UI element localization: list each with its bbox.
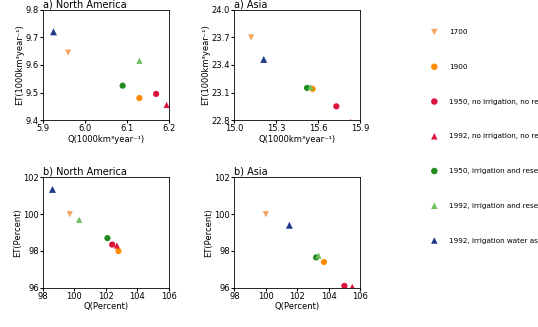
X-axis label: Q(1000km³year⁻¹): Q(1000km³year⁻¹) bbox=[259, 135, 336, 144]
Point bbox=[261, 212, 270, 217]
Point bbox=[259, 57, 268, 62]
Point bbox=[162, 102, 171, 108]
Text: 1992, no irrigation, no reservoirs: 1992, no irrigation, no reservoirs bbox=[449, 133, 538, 139]
Point bbox=[312, 255, 321, 260]
Text: 1950, irrigation and reservoirs: 1950, irrigation and reservoirs bbox=[449, 168, 538, 174]
X-axis label: Q(Percent): Q(Percent) bbox=[83, 302, 129, 311]
Point bbox=[108, 242, 116, 247]
Y-axis label: ET(1000km³year⁻¹): ET(1000km³year⁻¹) bbox=[15, 25, 24, 105]
Point bbox=[135, 95, 144, 101]
Point bbox=[306, 84, 315, 90]
Text: b) North America: b) North America bbox=[43, 167, 127, 177]
Point bbox=[49, 29, 58, 34]
X-axis label: Q(Percent): Q(Percent) bbox=[275, 302, 320, 311]
Point bbox=[332, 104, 341, 109]
Point bbox=[346, 119, 355, 125]
Point bbox=[340, 283, 349, 288]
Text: b) Asia: b) Asia bbox=[235, 167, 268, 177]
Point bbox=[348, 284, 357, 289]
Point bbox=[103, 235, 112, 241]
Point bbox=[303, 85, 312, 91]
Text: a) Asia: a) Asia bbox=[235, 0, 268, 9]
X-axis label: Q(1000km³year⁻¹): Q(1000km³year⁻¹) bbox=[67, 135, 144, 144]
Point bbox=[112, 243, 121, 248]
Y-axis label: ET(1000km³year⁻¹): ET(1000km³year⁻¹) bbox=[201, 25, 210, 105]
Point bbox=[48, 187, 57, 192]
Point bbox=[75, 217, 83, 222]
Point bbox=[308, 86, 317, 92]
Text: 1992, irrigation and reservoirs: 1992, irrigation and reservoirs bbox=[449, 203, 538, 209]
Point bbox=[314, 253, 323, 258]
Y-axis label: ET(Percent): ET(Percent) bbox=[13, 208, 22, 257]
Point bbox=[152, 91, 160, 96]
Point bbox=[135, 58, 144, 63]
Text: 1950, no irrigation, no reservoirs: 1950, no irrigation, no reservoirs bbox=[449, 98, 538, 105]
Text: 1700: 1700 bbox=[449, 29, 468, 35]
Point bbox=[114, 249, 123, 254]
Point bbox=[247, 35, 256, 40]
Point bbox=[66, 212, 74, 217]
Text: a) North America: a) North America bbox=[43, 0, 126, 9]
Text: 1992, irrigation water assumed freely available: 1992, irrigation water assumed freely av… bbox=[449, 237, 538, 244]
Point bbox=[118, 83, 127, 88]
Text: 1900: 1900 bbox=[449, 64, 468, 70]
Point bbox=[64, 50, 73, 55]
Y-axis label: ET(Percent): ET(Percent) bbox=[204, 208, 213, 257]
Point bbox=[320, 259, 328, 265]
Point bbox=[285, 223, 294, 228]
